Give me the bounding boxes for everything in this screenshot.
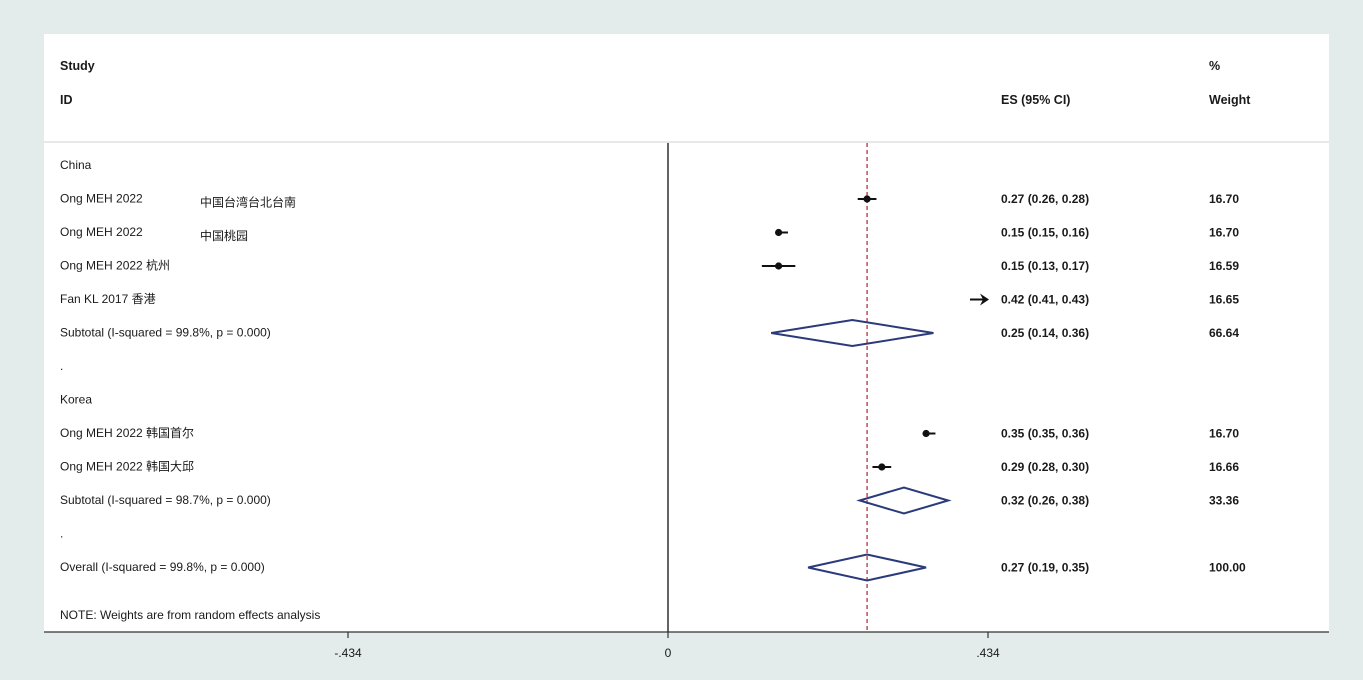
point-estimate [774,228,783,237]
row-label: . [60,527,63,541]
overall-diamond [807,553,927,582]
header-weight: Weight [1209,93,1251,107]
x-axis: -.434 0 .434 [334,632,1000,660]
row-label: Ong MEH 2022 [60,192,143,206]
es-value: 0.15 (0.15, 0.16) [1001,226,1089,240]
row-label: Subtotal (I-squared = 99.8%, p = 0.000) [60,326,271,340]
weight-value: 16.70 [1209,427,1239,441]
weight-value: 33.36 [1209,494,1239,508]
x-tick-label: -.434 [334,646,362,660]
row-label: Subtotal (I-squared = 98.7%, p = 0.000) [60,493,271,507]
row-label: Overall (I-squared = 99.8%, p = 0.000) [60,560,265,574]
note-text: NOTE: Weights are from random effects an… [60,608,320,622]
subtotal-diamond [771,318,934,348]
es-value: 0.27 (0.19, 0.35) [1001,561,1089,575]
weight-value: 66.64 [1209,326,1239,340]
x-tick-label: 0 [665,646,672,660]
es-value: 0.29 (0.28, 0.30) [1001,460,1089,474]
es-value: 0.35 (0.35, 0.36) [1001,427,1089,441]
x-tick-label: .434 [976,646,1000,660]
weight-value: 16.65 [1209,293,1239,307]
es-value: 0.42 (0.41, 0.43) [1001,293,1089,307]
point-estimate [774,262,783,270]
header-study: Study [60,59,95,73]
row-label: Ong MEH 2022 杭州 [60,258,170,273]
es-value: 0.25 (0.14, 0.36) [1001,326,1089,340]
row-label: China [60,158,92,172]
row-label: Ong MEH 2022 韩国大邱 [60,459,194,474]
rows-layer: China Ong MEH 2022 中国台湾台北台南 0.27 (0.26, 0.2… [60,143,1246,632]
ci-arrow [980,293,989,306]
row-label-suffix: 中国桃园 [200,228,248,243]
weight-value: 100.00 [1209,561,1246,575]
weight-value: 16.59 [1209,259,1239,273]
subtotal-diamond [856,486,952,515]
row-label: Fan KL 2017 香港 [60,292,156,306]
row-label-suffix: 中国台湾台北台南 [200,195,296,210]
row-label: Ong MEH 2022 韩国首尔 [60,425,194,440]
weight-value: 16.66 [1209,460,1239,474]
point-estimate [922,429,930,438]
weight-value: 16.70 [1209,192,1239,206]
plot-panel [44,34,1329,632]
header-weight-percent: % [1209,59,1220,73]
row-label: Korea [60,393,92,407]
weight-value: 16.70 [1209,226,1239,240]
row-label: . [60,359,63,373]
es-value: 0.27 (0.26, 0.28) [1001,192,1089,206]
row-label: Ong MEH 2022 [60,225,143,239]
es-value: 0.15 (0.13, 0.17) [1001,259,1089,273]
header-id: ID [60,93,73,107]
header-es: ES (95% CI) [1001,93,1070,107]
point-estimate [863,195,871,203]
es-value: 0.32 (0.26, 0.38) [1001,494,1089,508]
point-estimate [878,463,886,471]
